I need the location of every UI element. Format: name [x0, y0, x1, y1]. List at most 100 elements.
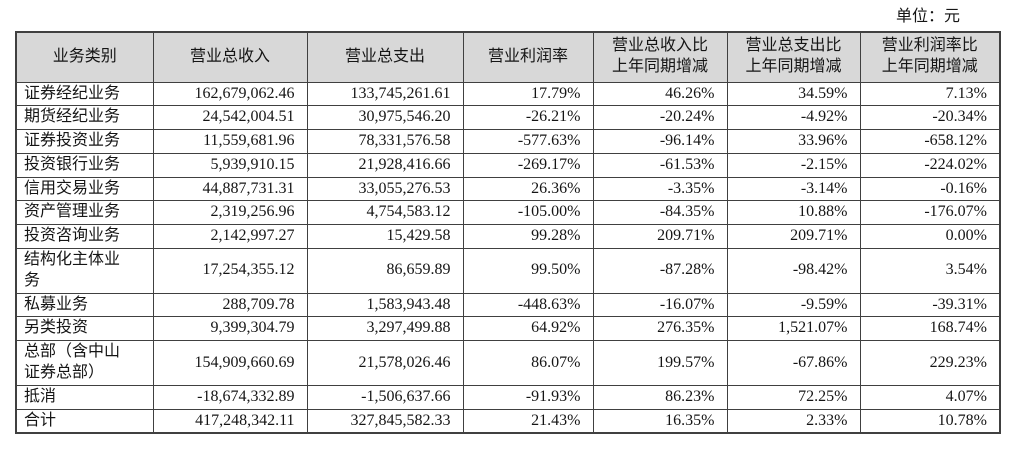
value-cell-total-operating-expense: 21,578,026.46 [306, 340, 464, 386]
value-cell-expense-yoy-change: -2.15% [726, 152, 861, 178]
value-cell-total-operating-revenue: 24,542,004.51 [152, 105, 308, 131]
value-cell-operating-profit-margin: 86.07% [462, 340, 594, 386]
header-cell-margin-yoy-change: 营业利润率比 上年同期增减 [859, 31, 1001, 83]
row-label-cell: 资产管理业务 [15, 200, 154, 226]
value-cell-operating-profit-margin: 26.36% [462, 176, 594, 202]
value-cell-total-operating-revenue: 162,679,062.46 [152, 81, 308, 107]
value-cell-operating-profit-margin: -577.63% [462, 129, 594, 154]
header-cell-business-category: 业务类别 [15, 31, 154, 83]
value-cell-operating-profit-margin: 99.28% [462, 224, 594, 250]
value-cell-total-operating-expense: 327,845,582.33 [306, 408, 464, 434]
value-cell-total-operating-revenue: 9,399,304.79 [152, 316, 308, 342]
value-cell-revenue-yoy-change: 86.23% [592, 384, 728, 410]
value-cell-total-operating-expense: 78,331,576.58 [306, 129, 464, 154]
value-cell-expense-yoy-change: 34.59% [726, 81, 861, 107]
value-cell-expense-yoy-change: -3.14% [726, 176, 861, 202]
value-cell-total-operating-revenue: 5,939,910.15 [152, 152, 308, 178]
table-row: 投资银行业务 5,939,910.15 21,928,416.66 -269.17% -… [15, 152, 1001, 178]
value-cell-total-operating-expense: -1,506,637.66 [306, 384, 464, 410]
value-cell-expense-yoy-change: -9.59% [726, 292, 861, 318]
value-cell-total-operating-revenue: -18,674,332.89 [152, 384, 308, 410]
row-label-cell: 信用交易业务 [15, 176, 154, 202]
business-segment-results-table: 业务类别 营业总收入 营业总支出 营业利润率 营业总收入比 上年同期增减 营业总支出比 上… [15, 31, 1001, 435]
row-label-cell: 抵消 [15, 384, 154, 410]
value-cell-expense-yoy-change: -67.86% [726, 340, 861, 386]
value-cell-margin-yoy-change: 3.54% [859, 248, 1001, 294]
table-row: 总部（含中山证券总部） 154,909,660.69 21,578,026.46 86… [15, 340, 1001, 386]
value-cell-expense-yoy-change: 2.33% [726, 408, 861, 434]
value-cell-total-operating-expense: 3,297,499.88 [306, 316, 464, 342]
value-cell-operating-profit-margin: 99.50% [462, 248, 594, 294]
value-cell-revenue-yoy-change: -16.07% [592, 292, 728, 318]
value-cell-total-operating-revenue: 417,248,342.11 [152, 408, 308, 434]
value-cell-margin-yoy-change: 4.07% [859, 384, 1001, 410]
value-cell-expense-yoy-change: -98.42% [726, 248, 861, 294]
table-row: 期货经纪业务 24,542,004.51 30,975,546.20 -26.21% -… [15, 105, 1001, 131]
value-cell-operating-profit-margin: -448.63% [462, 292, 594, 318]
value-cell-expense-yoy-change: 10.88% [726, 200, 861, 226]
row-label-cell: 期货经纪业务 [15, 105, 154, 131]
header-cell-total-operating-revenue: 营业总收入 [152, 31, 308, 83]
header-cell-expense-yoy-change: 营业总支出比 上年同期增减 [726, 31, 861, 83]
table-row: 证券经纪业务 162,679,062.46 133,745,261.61 17.79%… [15, 81, 1001, 107]
table-row: 证券投资业务 11,559,681.96 78,331,576.58 -577.63%… [15, 129, 1001, 154]
value-cell-margin-yoy-change: 10.78% [859, 408, 1001, 434]
value-cell-expense-yoy-change: -4.92% [726, 105, 861, 131]
value-cell-total-operating-revenue: 288,709.78 [152, 292, 308, 318]
value-cell-operating-profit-margin: -91.93% [462, 384, 594, 410]
value-cell-margin-yoy-change: -224.02% [859, 152, 1001, 178]
row-label-cell: 证券投资业务 [15, 129, 154, 154]
table-row: 私募业务 288,709.78 1,583,943.48 -448.63% -16.07… [15, 292, 1001, 318]
row-label-cell: 另类投资 [15, 316, 154, 342]
value-cell-revenue-yoy-change: -87.28% [592, 248, 728, 294]
value-cell-operating-profit-margin: 64.92% [462, 316, 594, 342]
row-label-cell: 证券经纪业务 [15, 81, 154, 107]
value-cell-revenue-yoy-change: 209.71% [592, 224, 728, 250]
value-cell-revenue-yoy-change: -3.35% [592, 176, 728, 202]
value-cell-margin-yoy-change: -20.34% [859, 105, 1001, 131]
value-cell-margin-yoy-change: -0.16% [859, 176, 1001, 202]
value-cell-margin-yoy-change: -39.31% [859, 292, 1001, 318]
header-cell-revenue-yoy-change: 营业总收入比 上年同期增减 [592, 31, 728, 83]
row-label-cell: 投资银行业务 [15, 152, 154, 178]
value-cell-total-operating-expense: 30,975,546.20 [306, 105, 464, 131]
row-label-cell: 总部（含中山证券总部） [15, 340, 154, 386]
row-label-cell: 结构化主体业务 [15, 248, 154, 294]
value-cell-margin-yoy-change: 168.74% [859, 316, 1001, 342]
header-cell-total-operating-expense: 营业总支出 [306, 31, 464, 83]
value-cell-total-operating-revenue: 2,319,256.96 [152, 200, 308, 226]
value-cell-margin-yoy-change: -658.12% [859, 129, 1001, 154]
value-cell-total-operating-revenue: 154,909,660.69 [152, 340, 308, 386]
row-label-cell: 私募业务 [15, 292, 154, 318]
value-cell-total-operating-revenue: 17,254,355.12 [152, 248, 308, 294]
table-row: 投资咨询业务 2,142,997.27 15,429.58 99.28% 209.71%… [15, 224, 1001, 250]
value-cell-total-operating-expense: 1,583,943.48 [306, 292, 464, 318]
table-row: 抵消 -18,674,332.89 -1,506,637.66 -91.93% 86.2… [15, 384, 1001, 410]
table-row: 另类投资 9,399,304.79 3,297,499.88 64.92% 276.35… [15, 316, 1001, 342]
value-cell-margin-yoy-change: 229.23% [859, 340, 1001, 386]
value-cell-expense-yoy-change: 72.25% [726, 384, 861, 410]
table-row: 资产管理业务 2,319,256.96 4,754,583.12 -105.00% -8… [15, 200, 1001, 226]
value-cell-revenue-yoy-change: 199.57% [592, 340, 728, 386]
value-cell-total-operating-expense: 133,745,261.61 [306, 81, 464, 107]
value-cell-revenue-yoy-change: -84.35% [592, 200, 728, 226]
value-cell-total-operating-expense: 21,928,416.66 [306, 152, 464, 178]
table-row: 合计 417,248,342.11 327,845,582.33 21.43% 16.3… [15, 408, 1001, 434]
value-cell-revenue-yoy-change: 16.35% [592, 408, 728, 434]
table-header: 业务类别 营业总收入 营业总支出 营业利润率 营业总收入比 上年同期增减 营业总支出比 上… [15, 31, 1001, 83]
value-cell-total-operating-expense: 86,659.89 [306, 248, 464, 294]
value-cell-revenue-yoy-change: 46.26% [592, 81, 728, 107]
value-cell-expense-yoy-change: 209.71% [726, 224, 861, 250]
row-label-cell: 合计 [15, 408, 154, 434]
value-cell-operating-profit-margin: 17.79% [462, 81, 594, 107]
value-cell-total-operating-expense: 15,429.58 [306, 224, 464, 250]
value-cell-revenue-yoy-change: -61.53% [592, 152, 728, 178]
value-cell-total-operating-revenue: 44,887,731.31 [152, 176, 308, 202]
value-cell-operating-profit-margin: -105.00% [462, 200, 594, 226]
value-cell-revenue-yoy-change: -96.14% [592, 129, 728, 154]
header-cell-operating-profit-margin: 营业利润率 [462, 31, 594, 83]
table-row: 结构化主体业务 17,254,355.12 86,659.89 99.50% -87.2… [15, 248, 1001, 294]
table-header-row: 业务类别 营业总收入 营业总支出 营业利润率 营业总收入比 上年同期增减 营业总支出比 上… [15, 31, 1001, 83]
value-cell-operating-profit-margin: -26.21% [462, 105, 594, 131]
